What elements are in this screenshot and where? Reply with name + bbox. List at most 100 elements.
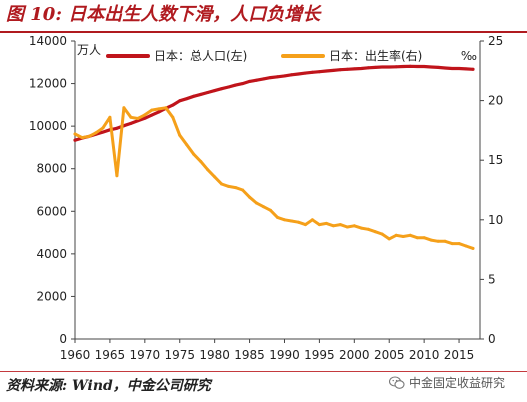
birth-rate-point (338, 223, 342, 227)
right-axis-tick-label: 5 (488, 272, 496, 286)
x-axis-tick-label: 1990 (269, 348, 300, 362)
total-population-point (129, 121, 133, 125)
birth-rate-point (241, 188, 245, 192)
left-axis-tick-label: 10000 (29, 119, 67, 133)
total-population-point (387, 65, 391, 69)
birth-rate-point (324, 221, 328, 225)
figure-title: 图 10: 日本出生人数下滑，人口负增长 (6, 4, 321, 25)
birth-rate-point (464, 244, 468, 248)
total-population-point (366, 66, 370, 70)
x-axis-tick-label: 1960 (60, 348, 91, 362)
birth-rate-point (450, 242, 454, 246)
total-population-point (457, 67, 461, 70)
total-population-point (464, 67, 468, 71)
birth-rate-point (471, 246, 475, 250)
birth-rate-point (443, 239, 447, 243)
x-axis-tick-label: 1980 (199, 348, 230, 362)
total-population-point (401, 65, 405, 68)
total-population-point (331, 68, 335, 72)
total-population-point (283, 74, 286, 78)
birth-rate-point (150, 108, 154, 112)
birth-rate-point (255, 201, 259, 205)
x-axis-tick-label: 1995 (304, 348, 335, 362)
birth-rate-point (87, 134, 91, 138)
birth-rate-line (73, 106, 475, 250)
birth-rate-point (317, 223, 321, 227)
left-axis-tick-label: 0 (59, 332, 67, 346)
total-population-point (303, 71, 307, 75)
left-axis-tick-label: 2000 (36, 289, 67, 303)
birth-rate-point (129, 115, 133, 119)
total-population-point (324, 69, 328, 73)
birth-rate-point (457, 242, 461, 246)
total-population-point (296, 72, 300, 76)
total-population-point (345, 67, 349, 71)
chart-area: 0 2000 4000 6000 8000 10000 12000 14000 0 5 10 15 20… (0, 33, 527, 371)
birth-rate-point (143, 113, 147, 117)
total-population-point (394, 65, 398, 69)
birth-rate-point (352, 224, 356, 228)
total-population-point (213, 89, 217, 93)
birth-rate-point (415, 236, 419, 240)
birth-rate-point (401, 235, 405, 238)
birth-rate-point (345, 225, 349, 229)
total-population-point (269, 76, 272, 80)
birth-rate-point (185, 143, 189, 147)
right-axis-tick-label: 0 (488, 332, 496, 346)
birth-rate-point (136, 117, 140, 120)
total-population-point (220, 87, 224, 91)
total-population-point (101, 130, 105, 134)
total-population-point (276, 75, 279, 79)
left-axis-tick-label: 4000 (36, 247, 67, 261)
x-axis-tick-label: 1970 (130, 348, 161, 362)
birth-rate-point (178, 133, 182, 137)
x-axis-tick-label: 2010 (409, 348, 440, 362)
birth-rate-point (422, 236, 426, 240)
source-rule (0, 371, 527, 372)
total-population-point (234, 83, 238, 87)
total-population-point (359, 67, 363, 70)
birth-rate-point (366, 227, 370, 231)
total-population-point (73, 138, 77, 142)
birth-rate-point (94, 131, 98, 135)
total-population-point (422, 65, 426, 68)
birth-rate-point (269, 208, 272, 212)
total-population-point (255, 78, 259, 82)
left-axis-unit: 万人 (77, 43, 101, 57)
chart-svg: 0 2000 4000 6000 8000 10000 12000 14000 0 5 10 15 20… (29, 34, 503, 362)
total-population-point (178, 99, 182, 103)
birth-rate-point (380, 232, 384, 236)
left-axis-tick-label: 12000 (29, 77, 67, 91)
right-axis-tick-label: 20 (488, 94, 503, 108)
birth-rate-point (408, 233, 412, 237)
birth-rate-point (394, 233, 398, 237)
birth-rate-point (296, 220, 300, 224)
total-population-point (429, 65, 433, 69)
total-population-point (380, 65, 384, 69)
total-population-point (443, 66, 447, 70)
birth-rate-point (101, 126, 105, 130)
total-population-point (310, 70, 314, 74)
total-population-point (171, 103, 175, 107)
wechat-icon (389, 375, 405, 389)
birth-rate-point (199, 159, 203, 163)
birth-rate-point (115, 174, 119, 178)
birth-rate-point (283, 218, 286, 222)
x-axis-tick-label: 1985 (234, 348, 265, 362)
birth-rate-point (290, 219, 293, 223)
watermark-label: 中金固定收益研究 (409, 376, 506, 390)
birth-rate-point (122, 106, 126, 110)
total-population-point (373, 65, 377, 69)
x-axis-tick-label: 2015 (444, 348, 475, 362)
birth-rate-point (359, 226, 363, 230)
birth-rate-point (387, 237, 391, 241)
birth-rate-point (248, 195, 252, 199)
birth-rate-point (262, 205, 265, 209)
total-population-point (317, 70, 321, 74)
total-population-point (241, 82, 245, 86)
total-population-point (338, 68, 342, 72)
birth-rate-point (373, 230, 377, 234)
legend-label: 日本：出生率(右) (329, 48, 422, 63)
birth-rate-point (276, 215, 279, 219)
total-population-point (143, 116, 147, 120)
